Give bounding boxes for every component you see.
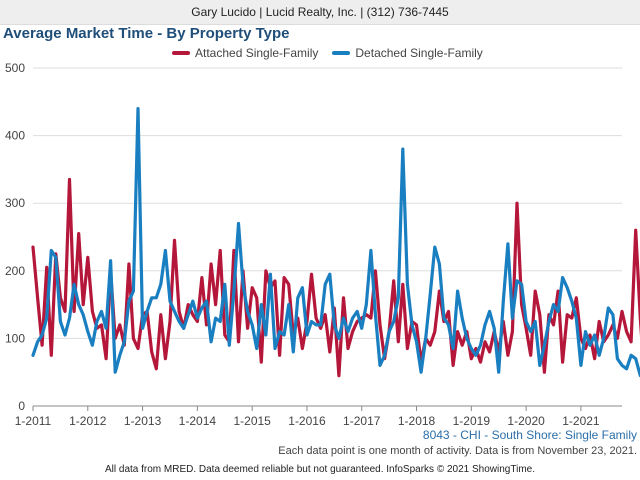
x-tick-label: 1-2020 bbox=[507, 414, 545, 428]
footer-text: All data from MRED. Data deemed reliable… bbox=[104, 464, 535, 475]
header-text: Gary Lucido | Lucid Realty, Inc. | (312)… bbox=[191, 5, 449, 19]
legend-label-detached: Detached Single-Family bbox=[355, 46, 483, 60]
x-tick-label: 1-2021 bbox=[562, 414, 600, 428]
header-bar: Gary Lucido | Lucid Realty, Inc. | (312)… bbox=[0, 0, 640, 25]
legend-label-attached: Attached Single-Family bbox=[195, 46, 319, 60]
legend: Attached Single-Family Detached Single-F… bbox=[172, 46, 497, 60]
x-tick-label: 1-2017 bbox=[343, 414, 381, 428]
y-tick-label: 300 bbox=[5, 196, 25, 210]
chart-title: Average Market Time - By Property Type bbox=[3, 25, 290, 42]
y-tick-label: 0 bbox=[18, 399, 25, 413]
series-line-detached bbox=[31, 106, 640, 378]
x-tick-label: 1-2018 bbox=[398, 414, 436, 428]
area-label: 8043 - CHI - South Shore: Single Family bbox=[422, 428, 637, 442]
data-note: Each data point is one month of activity… bbox=[278, 445, 637, 457]
x-tick-label: 1-2015 bbox=[233, 414, 271, 428]
x-tick-label: 1-2016 bbox=[288, 414, 326, 428]
x-tick-label: 1-2014 bbox=[179, 414, 217, 428]
series-line-attached bbox=[31, 177, 640, 378]
legend-item-detached[interactable]: Detached Single-Family bbox=[332, 46, 483, 60]
x-tick-label: 1-2019 bbox=[453, 414, 491, 428]
line-chart: 0 100 200 300 400 500 1-2011 1-2012 1-2013 1-2014… bbox=[5, 61, 640, 428]
x-tick-label: 1-2011 bbox=[15, 414, 52, 428]
legend-swatch-attached bbox=[172, 51, 190, 55]
legend-swatch-detached bbox=[332, 51, 351, 55]
y-tick-label: 200 bbox=[5, 264, 25, 278]
x-tick-label: 1-2013 bbox=[124, 414, 162, 428]
legend-item-attached[interactable]: Attached Single-Family bbox=[172, 46, 318, 60]
y-tick-label: 400 bbox=[5, 129, 25, 143]
y-tick-label: 100 bbox=[5, 331, 25, 345]
y-tick-label: 500 bbox=[5, 61, 25, 75]
x-tick-label: 1-2012 bbox=[69, 414, 107, 428]
